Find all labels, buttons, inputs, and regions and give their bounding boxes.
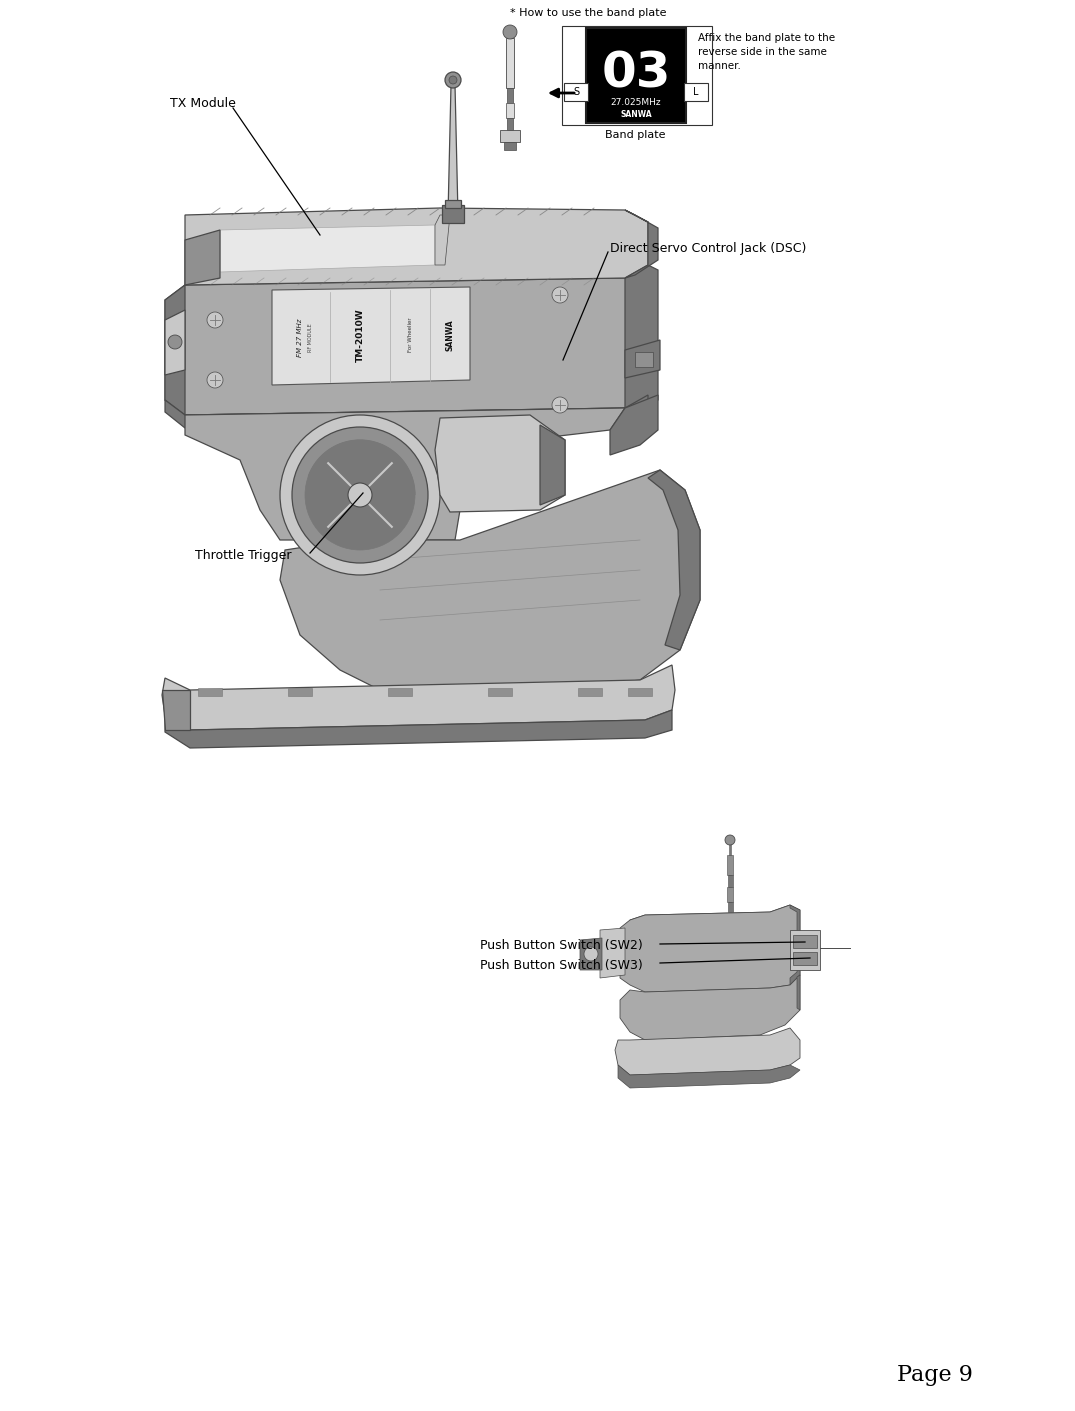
Text: * How to use the band plate: * How to use the band plate — [510, 8, 666, 18]
Polygon shape — [185, 207, 648, 285]
Bar — [586, 28, 686, 123]
Bar — [684, 83, 708, 102]
Polygon shape — [164, 710, 672, 748]
Circle shape — [207, 312, 223, 327]
Text: For Wheelier: For Wheelier — [408, 317, 414, 353]
Circle shape — [551, 286, 568, 303]
Text: TX Module: TX Module — [170, 96, 235, 110]
Polygon shape — [648, 470, 700, 650]
Polygon shape — [280, 470, 700, 696]
Polygon shape — [618, 1065, 800, 1088]
Bar — [578, 689, 602, 696]
Polygon shape — [164, 310, 185, 375]
Polygon shape — [625, 210, 658, 278]
Bar — [506, 103, 514, 119]
Polygon shape — [625, 265, 658, 408]
Circle shape — [168, 334, 182, 349]
Polygon shape — [630, 904, 790, 943]
Polygon shape — [620, 975, 800, 1040]
Polygon shape — [625, 340, 660, 378]
Circle shape — [445, 72, 461, 87]
Polygon shape — [164, 285, 185, 415]
Text: Push Button Switch (SW2): Push Button Switch (SW2) — [481, 938, 643, 951]
Circle shape — [503, 25, 517, 40]
Text: Direct Servo Control Jack (DSC): Direct Servo Control Jack (DSC) — [610, 241, 806, 254]
Circle shape — [280, 415, 440, 576]
Polygon shape — [162, 690, 190, 729]
Text: Push Button Switch (SW3): Push Button Switch (SW3) — [481, 958, 643, 972]
Polygon shape — [162, 665, 675, 729]
Polygon shape — [600, 928, 625, 978]
Text: SANWA: SANWA — [620, 110, 651, 119]
Polygon shape — [620, 904, 800, 992]
Text: FM 27 MHz: FM 27 MHz — [297, 319, 303, 357]
Polygon shape — [185, 230, 220, 285]
Text: S: S — [573, 87, 579, 97]
Bar — [628, 689, 653, 696]
Circle shape — [305, 440, 415, 550]
Bar — [507, 119, 513, 130]
Polygon shape — [580, 938, 602, 969]
Bar — [488, 689, 512, 696]
Polygon shape — [435, 214, 450, 265]
Bar — [793, 952, 817, 965]
Text: TM-2010W: TM-2010W — [356, 308, 364, 361]
Bar — [635, 351, 653, 367]
Polygon shape — [164, 265, 648, 415]
Bar — [728, 902, 733, 912]
Polygon shape — [797, 975, 800, 1010]
Polygon shape — [540, 425, 565, 505]
Text: Affix the band plate to the
reverse side in the same
manner.: Affix the band plate to the reverse side… — [698, 32, 835, 71]
Bar — [507, 87, 513, 103]
Polygon shape — [790, 930, 820, 969]
Bar — [506, 38, 514, 87]
Circle shape — [725, 835, 735, 845]
Bar — [727, 888, 733, 902]
Bar — [288, 689, 312, 696]
Bar — [562, 25, 712, 126]
Bar — [442, 205, 464, 223]
Text: Throttle Trigger: Throttle Trigger — [195, 549, 291, 562]
Circle shape — [348, 483, 372, 507]
Bar — [564, 83, 588, 102]
Bar — [793, 935, 817, 948]
Circle shape — [551, 396, 568, 413]
Circle shape — [207, 373, 223, 388]
Polygon shape — [610, 395, 658, 454]
Polygon shape — [164, 395, 648, 428]
Bar — [388, 689, 412, 696]
Polygon shape — [790, 904, 800, 985]
Polygon shape — [448, 85, 458, 214]
Text: Band plate: Band plate — [605, 130, 665, 140]
Polygon shape — [220, 224, 435, 272]
Bar — [445, 200, 461, 207]
Circle shape — [449, 76, 457, 85]
Polygon shape — [615, 1029, 800, 1075]
Bar — [500, 130, 520, 143]
Bar — [504, 143, 516, 150]
Polygon shape — [435, 415, 565, 512]
Text: 27.025MHz: 27.025MHz — [611, 97, 661, 107]
Bar — [728, 875, 733, 888]
Polygon shape — [185, 408, 625, 540]
Bar — [198, 689, 223, 696]
Text: RF MODULE: RF MODULE — [307, 323, 313, 353]
Text: L: L — [693, 87, 699, 97]
Bar — [727, 855, 733, 875]
Circle shape — [584, 947, 598, 961]
Circle shape — [292, 428, 428, 563]
Text: SANWA: SANWA — [445, 319, 455, 351]
Text: Page 9: Page 9 — [897, 1364, 973, 1386]
Text: 03: 03 — [601, 49, 671, 97]
Polygon shape — [272, 286, 470, 385]
